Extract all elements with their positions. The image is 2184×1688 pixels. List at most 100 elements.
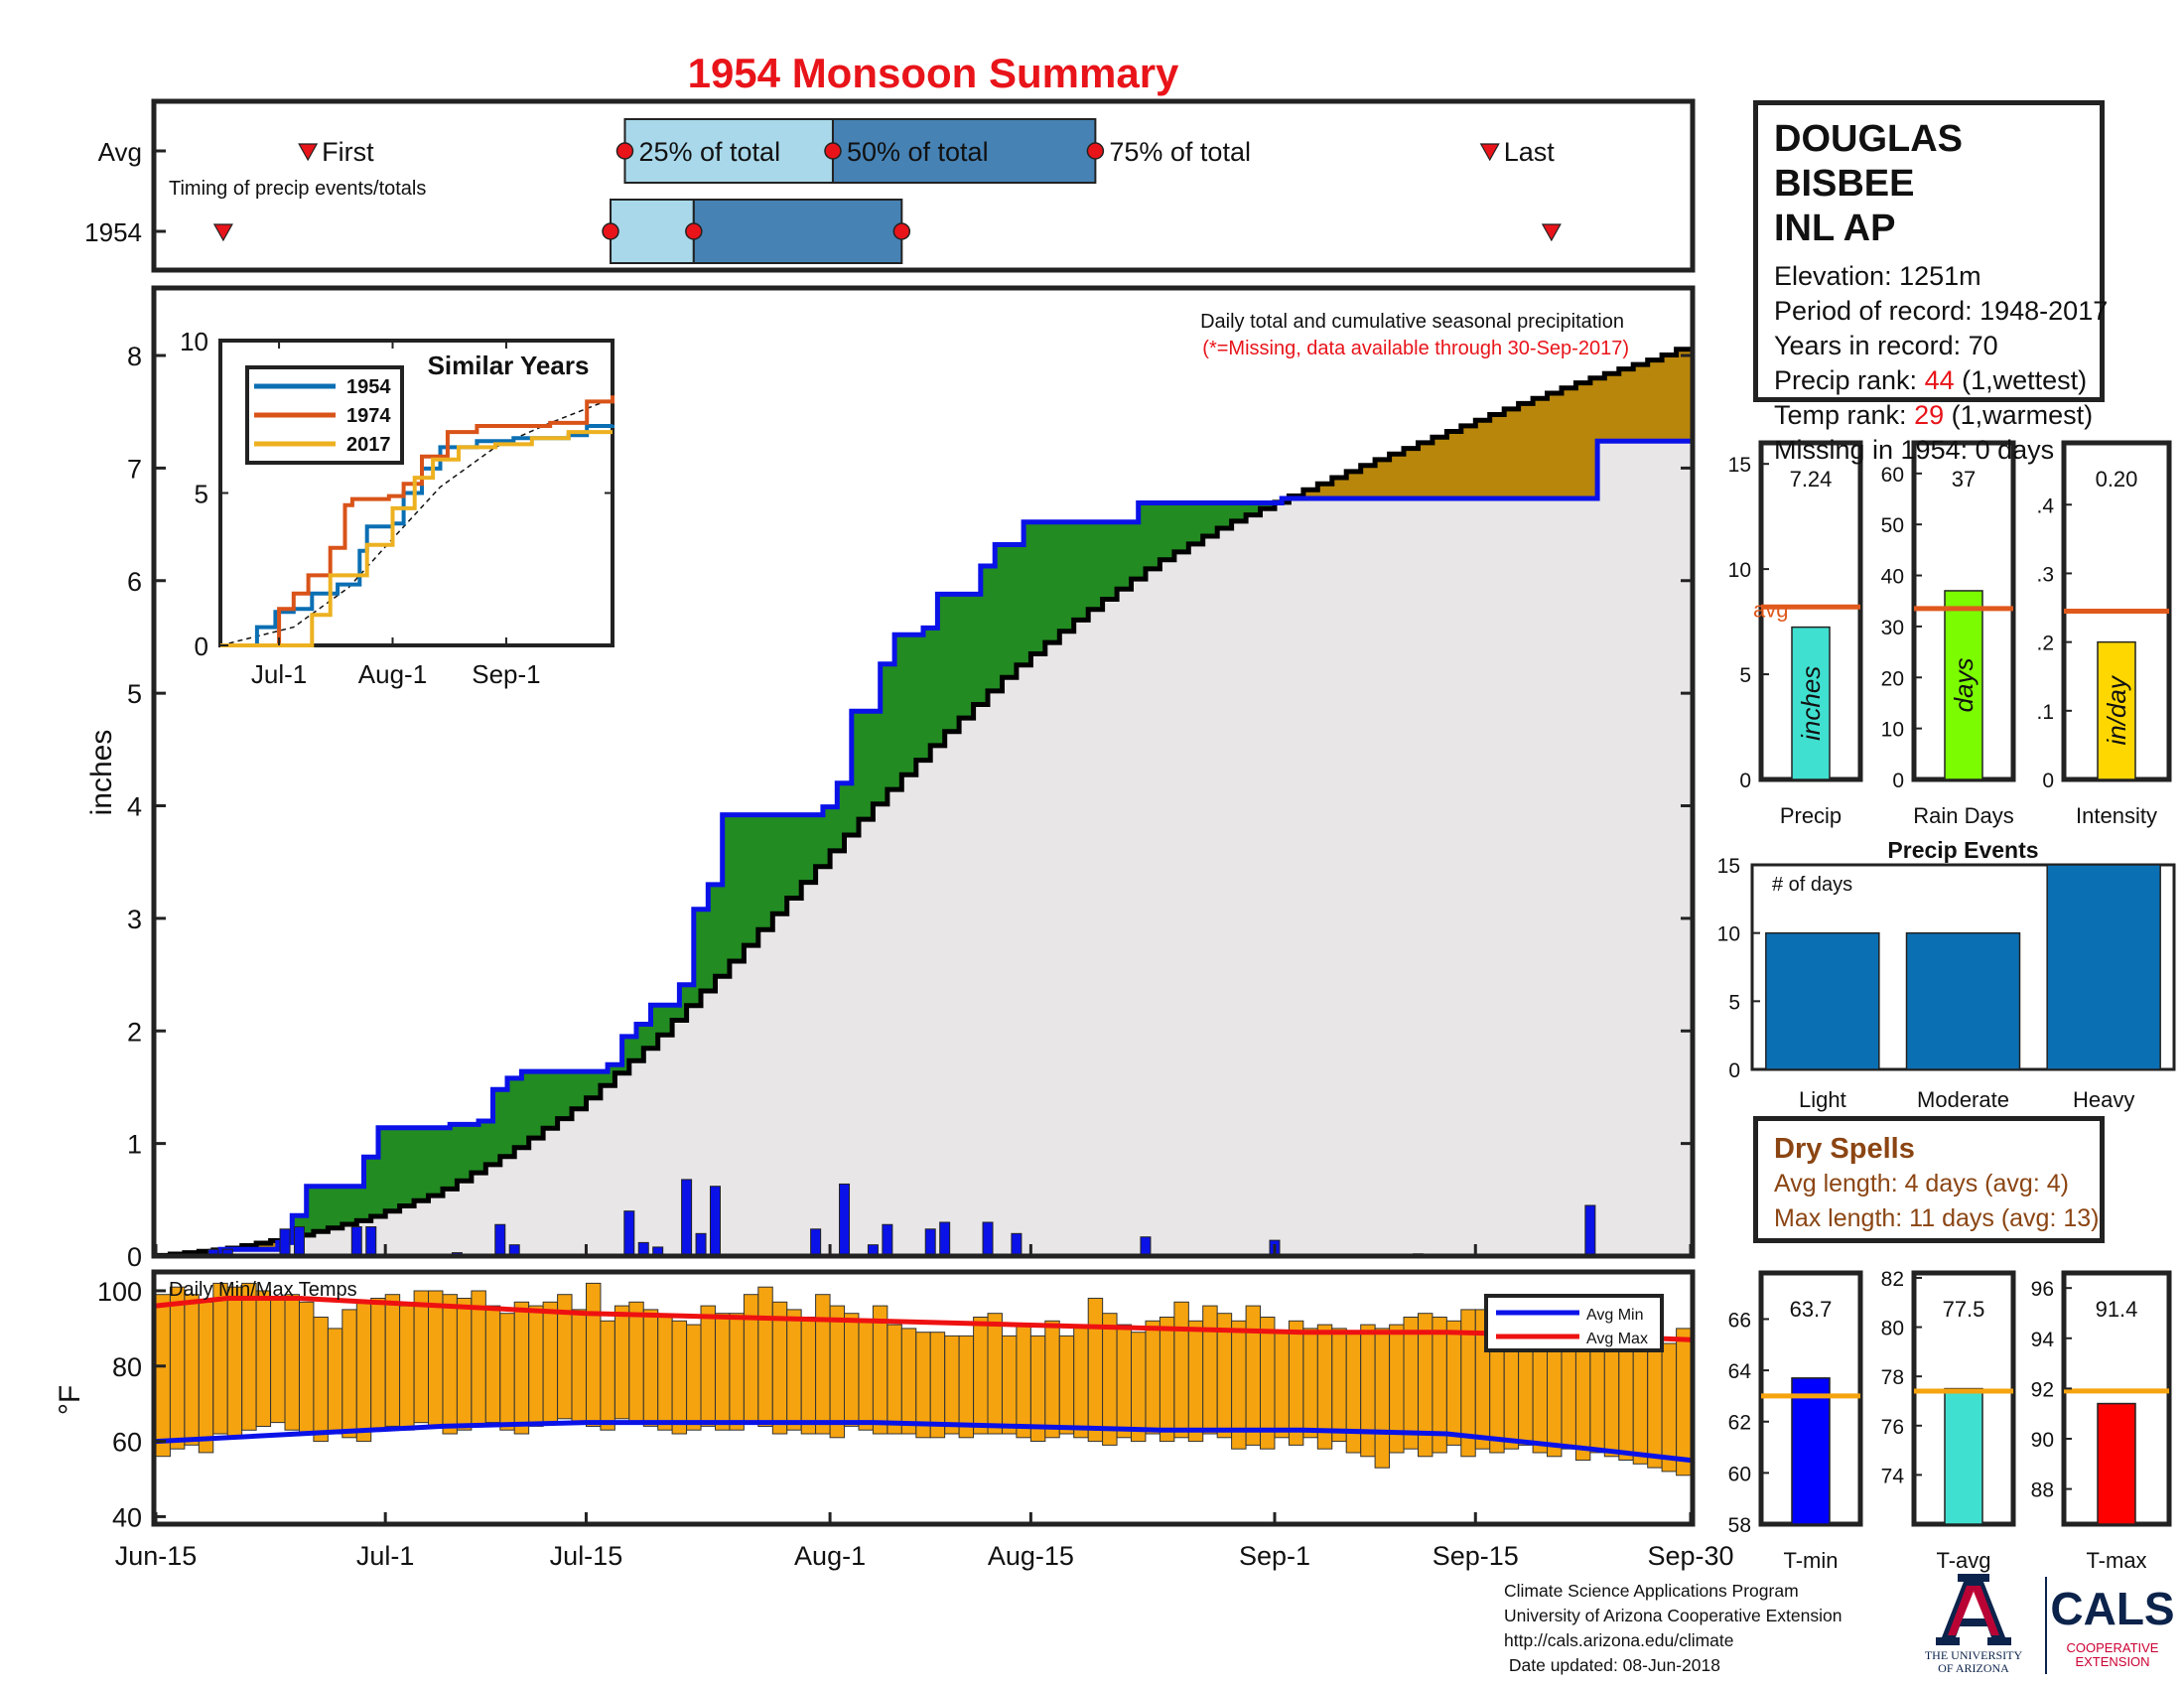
main-y-tick-label: 6 [127,567,142,597]
cals-logo-line2: EXTENSION [2075,1654,2149,1669]
inset-legend-label-2017: 2017 [346,434,391,456]
tavg-stat-value-label: 77.5 [1943,1297,1985,1322]
avg-min-line [155,1420,1692,1464]
timing-avg-marker-p25 [615,142,634,160]
daily-precip-bar [709,1186,721,1257]
raindays-stat-y-tick-label: 50 [1881,514,1904,537]
temps-y-tick-label: 80 [112,1352,142,1382]
precip-main-panel: 0 1 2 3 4 5 6 7 8 inches Daily total and cumulativ… [85,285,1696,1272]
daily-precip-bar [350,1226,362,1257]
main-y-tick-label: 2 [127,1017,142,1047]
daily-temp-bar [399,1305,415,1431]
timing-1954-triangle-last-icon [1541,223,1562,242]
daily-precip-bar [810,1228,822,1257]
daily-temp-bar [1058,1335,1075,1435]
daily-precip-bar [623,1210,635,1257]
credits-line1: Climate Science Applications Program [1504,1581,1799,1601]
precip-stat-frame [1758,440,1863,782]
daily-temp-bar [1002,1335,1018,1435]
daily-temp-bar [542,1301,559,1424]
years-in-record: Years in record: 70 [1774,331,1998,360]
daily-temp-bar [671,1320,688,1435]
daily-temp-bar [887,1324,902,1435]
main-title: Daily total and cumulative seasonal prec… [1200,311,1624,333]
intensity-stat-y-tick-label: .3 [2036,563,2054,586]
daily-temp-bar [198,1301,214,1454]
temps-frame [151,1269,1696,1527]
station-name-line2: INL AP [1774,208,1896,249]
precip-stat-y-tick-label: 15 [1728,454,1751,477]
daily-temp-bar [1403,1317,1419,1450]
inset-x-tick-label: Jul-1 [251,659,307,689]
events-category-label: Moderate [1917,1087,2009,1112]
avg-max-line [155,1296,1692,1342]
tmax-stat-y-tick-label: 96 [2031,1278,2054,1301]
credits-line3: http://cals.arizona.edu/climate [1504,1630,1734,1650]
raindays-stat-category-label: Rain Days [1913,803,2013,828]
x-tick-label: Aug-1 [794,1541,866,1571]
precip-rank-value: 44 [1924,365,1955,395]
intensity-stat-y-tick-label: .2 [2036,633,2054,655]
daily-temp-bar [1016,1324,1031,1439]
timing-1954-box-25-50 [610,199,695,264]
timing-row-label-avg: Avg [98,137,142,167]
timing-1954-box-50-75 [692,199,903,264]
daily-temp-bar [327,1328,343,1435]
tmin-stat-y-tick-label: 60 [1728,1463,1751,1485]
tmax-stat-y-tick-label: 88 [2031,1479,2054,1502]
daily-temp-bar [1145,1320,1160,1435]
daily-temp-bar [1173,1301,1189,1439]
timing-label-p75: 75% of total [1109,137,1251,167]
inset-y-tick-label: 10 [180,327,208,356]
daily-temp-bar [987,1313,1003,1435]
events-category-label: Light [1799,1087,1846,1112]
daily-precip-bar [839,1183,851,1257]
tmin-stat-y-tick-label: 58 [1728,1514,1751,1537]
daily-temp-bar [642,1309,659,1427]
temp-rank-note: (1,warmest) [1944,400,2094,430]
timing-label-p50: 50% of total [847,137,989,167]
main-y-tick-label: 7 [127,454,142,484]
daily-temp-bar [155,1294,171,1458]
daily-precip-bar [1140,1236,1152,1257]
daily-precip-bar [1584,1204,1596,1257]
tmax-stat-y-tick-label: 92 [2031,1378,2054,1401]
main-y-tick-label: 0 [127,1242,142,1272]
daily-temp-bar [413,1290,430,1424]
daily-temp-bar [1202,1305,1218,1435]
daily-temp-bar [241,1282,257,1431]
daily-temp-bar [355,1301,372,1443]
temp-rank-label: Temp rank: [1774,400,1915,430]
timing-1954-marker-p25 [602,222,619,240]
main-y-tick-label: 8 [127,342,142,371]
timing-label-first: First [322,137,374,167]
daily-temp-bar [1676,1328,1692,1477]
precip-rank-label: Precip rank: [1774,365,1925,395]
inset-legend-label-1954: 1954 [346,376,391,398]
similar-years-inset: 0 5 10 Jul-1 Aug-1 Sep-1 Similar Years 1954 1974… [180,327,614,689]
x-tick-label: Sep-1 [1239,1541,1310,1571]
temps-legend-label-min: Avg Min [1586,1307,1644,1324]
daily-temp-bar [1589,1335,1605,1454]
precip-stat-category-label: Precip [1780,803,1842,828]
raindays-stat-y-tick-label: 30 [1881,617,1904,639]
period-of-record: Period of record: 1948-2017 [1774,296,2109,326]
daily-temp-bar [1632,1338,1649,1465]
daily-temp-bar [614,1305,630,1420]
daily-temp-bar [628,1301,644,1424]
inset-series-line-1974 [220,395,614,647]
main-y-tick-label: 3 [127,905,142,934]
daily-precip-bar [681,1179,693,1257]
daily-temp-bar [686,1324,702,1431]
tmax-stat-category-label: T-max [2086,1548,2146,1573]
daily-temp-bar [1274,1332,1290,1439]
temps-legend-label-max: Avg Max [1586,1331,1648,1347]
ua-a-inner-icon [1948,1586,1999,1635]
daily-precip-bar [939,1221,951,1257]
daily-temp-bar [471,1290,486,1427]
cals-divider [2045,1577,2047,1674]
precip-events-panel: Light Moderate Heavy 0 5 10 15 Precip Events # o… [1717,837,2176,1112]
events-y-tick-label: 15 [1717,855,1740,878]
precip-stat-avg-label: avg [1753,597,1788,622]
temps-legend-box [1484,1294,1664,1352]
